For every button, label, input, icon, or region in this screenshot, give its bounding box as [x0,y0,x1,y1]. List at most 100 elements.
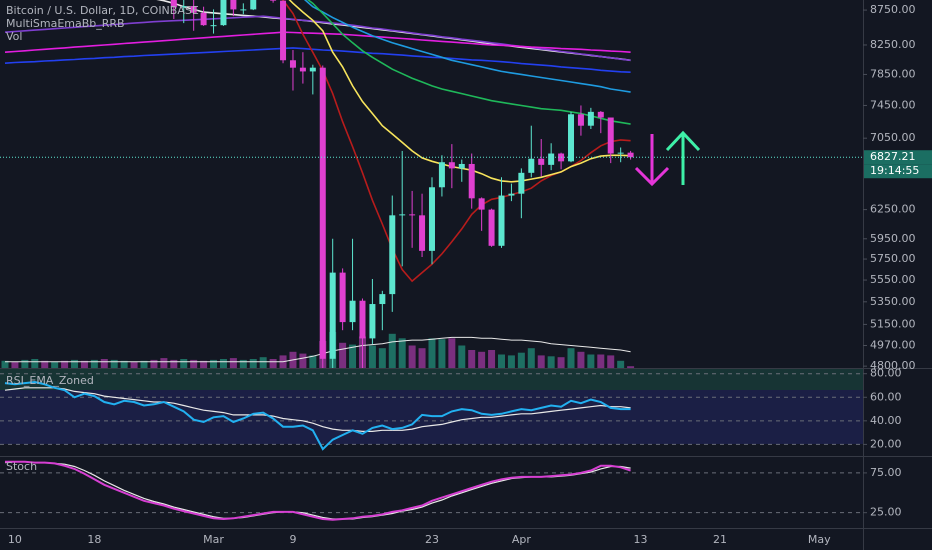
candle-body [299,67,306,72]
candle-body [280,0,287,61]
volume-bar [547,356,555,368]
line-series [5,460,631,521]
volume-bar [517,352,525,368]
volume-bar [418,348,426,368]
candle-body [528,158,535,173]
candle-body [428,187,435,251]
line-series [281,0,631,283]
candle-body [587,111,594,126]
volume-bar [210,359,218,368]
volume-bar [51,361,59,368]
candle-body [538,158,545,165]
x-tick-label: 21 [713,533,727,546]
volume-bar [140,360,148,368]
volume-bar [21,359,29,368]
candle-body [289,60,296,68]
candle-body [607,117,614,154]
candle-body [478,198,485,210]
last-price-box [864,150,932,165]
candle-body [448,162,455,169]
volume-bar [438,339,446,368]
candle-body [230,0,237,10]
volume-bar [180,359,188,368]
volume-bar [478,351,486,368]
volume-bar [259,357,267,368]
volume-bar [80,360,88,368]
arrows [634,130,701,187]
candle-body [349,300,356,323]
y-tick-label: 5150.00 [870,317,916,330]
candle-body [379,294,386,305]
volume-bar [309,355,317,368]
volume-bar [299,353,307,368]
candle-body [220,0,227,26]
candle-body [409,214,416,216]
candle-body [438,162,445,188]
y-tick-label: 8250.00 [870,38,916,51]
stoch-pane [0,460,863,521]
volume-bar [627,366,635,368]
volume-bar [130,361,138,368]
volume-bar [100,359,108,368]
volume-bar [219,359,227,368]
x-tick-label: 13 [634,533,648,546]
volume-bar [468,350,476,368]
volume-bar [41,360,49,368]
volume-bar [428,338,436,368]
volume-bar [587,354,595,368]
price-pane [0,0,863,368]
candle-body [190,6,197,13]
down-arrow-head [634,166,670,187]
y-tick-label: 7850.00 [870,67,916,80]
indicator-name: MultiSmaEmaBb_RRB [6,17,125,30]
candle-body [568,114,575,162]
x-tick-label: 10 [8,533,22,546]
y-tick-label: 75.00 [870,466,902,479]
y-tick-label: 60.00 [870,390,902,403]
volume-bar [239,359,247,368]
volume-bar [567,348,575,368]
volume-bar [150,359,158,368]
candle-body [627,152,634,158]
candle-body [597,111,604,118]
y-tick-label: 5750.00 [870,252,916,265]
y-tick-label: 5350.00 [870,295,916,308]
line-series [4,31,631,53]
volume-name: Vol [6,30,22,43]
volume-bar [200,360,208,368]
volume-bar [160,358,168,368]
line-series [4,47,631,73]
volume-bar [269,359,277,368]
y-tick-label: 7450.00 [870,98,916,111]
candle-body [458,163,465,169]
candle-body [270,0,277,1]
volume-bar [408,345,416,368]
volume-bar [170,359,178,368]
volume-bar [498,354,505,368]
line-series [306,0,631,125]
stoch-title: Stoch [6,460,37,473]
line-series [5,336,631,363]
rsi-upper-zone [0,369,863,390]
y-tick-label: 5950.00 [870,232,916,245]
y-tick-label: 5550.00 [870,273,916,286]
volume-bar [61,360,69,368]
volume-bar [448,338,456,368]
x-tick-label: 9 [289,533,296,546]
y-tick-label: 7050.00 [870,131,916,144]
volume-bar [527,348,535,368]
volume-bar [557,357,565,368]
candle-body [170,0,177,8]
line-series [4,380,631,451]
volume-bar [190,359,198,368]
candle-body [518,172,525,194]
volume-bar [249,359,257,368]
volume-bar [577,351,585,368]
candle-body [200,12,207,26]
x-tick-label: 18 [87,533,101,546]
candle-body [468,163,475,199]
volume-bar [229,358,237,368]
candle-body [250,0,257,10]
volume-bar [71,359,79,368]
